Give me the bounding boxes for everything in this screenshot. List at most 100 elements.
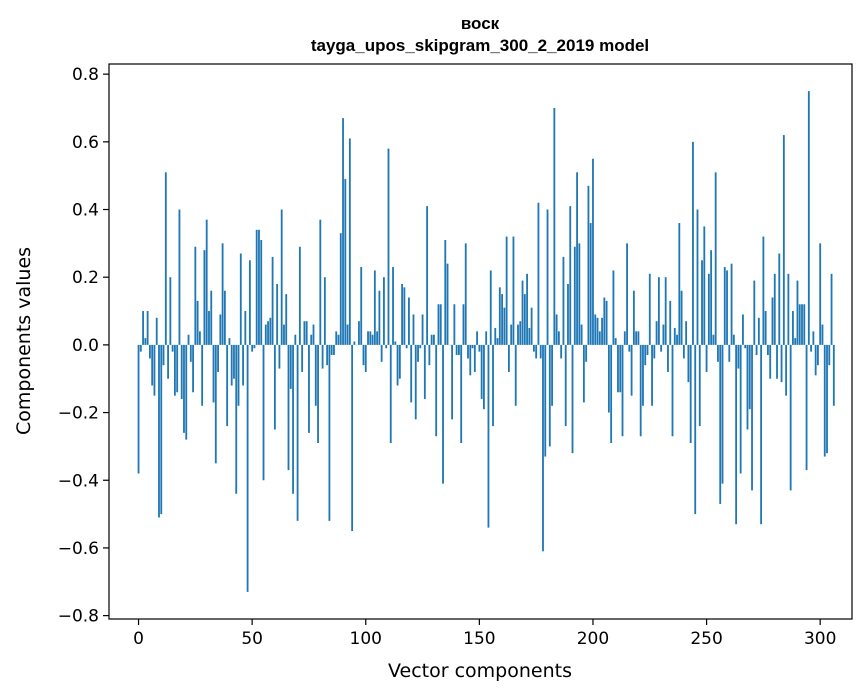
bar <box>171 344 174 352</box>
bar <box>785 344 788 396</box>
bar <box>173 344 176 396</box>
bar <box>526 273 528 345</box>
bar <box>421 314 424 345</box>
x-tick-label: 0 <box>133 629 144 649</box>
bar <box>510 324 513 345</box>
bar <box>810 344 813 352</box>
chart-title-model: tayga_upos_skipgram_300_2_2019 model <box>311 36 649 55</box>
bar <box>467 344 469 359</box>
bar <box>328 344 331 521</box>
bar <box>826 344 828 454</box>
bar <box>280 209 283 345</box>
bar <box>505 236 508 345</box>
bar <box>362 344 365 366</box>
bar <box>592 158 594 345</box>
bar <box>507 344 510 372</box>
bar <box>317 344 319 444</box>
bar <box>187 334 190 345</box>
chart-title-word: воск <box>461 14 500 33</box>
bar <box>757 317 760 345</box>
bar <box>160 344 163 515</box>
bar <box>646 344 649 356</box>
bar <box>644 344 647 366</box>
bar <box>498 287 501 345</box>
x-tick-label: 200 <box>577 629 609 649</box>
bar <box>673 327 676 345</box>
bar <box>632 290 635 345</box>
bar <box>701 260 703 345</box>
bar <box>778 253 781 345</box>
bar <box>155 317 158 345</box>
bar <box>555 314 558 345</box>
bar <box>405 344 408 349</box>
bar <box>576 172 578 345</box>
bar <box>348 138 351 345</box>
bar <box>244 311 247 345</box>
bar <box>614 338 617 345</box>
bar <box>189 344 192 362</box>
bar <box>630 344 633 396</box>
bar <box>378 290 381 345</box>
bar <box>703 226 706 345</box>
bar <box>612 270 615 345</box>
bar <box>794 338 797 345</box>
bar <box>714 172 717 345</box>
bar <box>478 344 481 352</box>
bar <box>292 344 294 494</box>
bar <box>787 273 790 345</box>
y-tick-label: −0.8 <box>58 607 99 627</box>
bar <box>523 294 526 345</box>
bar <box>685 321 688 345</box>
bar <box>251 344 254 352</box>
bar <box>319 219 322 345</box>
bar <box>339 233 342 345</box>
bar <box>617 344 619 393</box>
bar <box>201 344 204 406</box>
bar <box>342 118 344 345</box>
bar <box>528 327 531 345</box>
bar <box>496 338 499 345</box>
bar <box>587 185 590 345</box>
bar <box>739 344 742 474</box>
bar <box>589 223 592 345</box>
bar <box>294 334 297 345</box>
bar <box>437 304 440 345</box>
bar <box>519 321 522 345</box>
bar <box>389 344 392 444</box>
bar <box>598 331 601 345</box>
bar <box>603 297 606 345</box>
bar <box>762 236 765 345</box>
bar <box>330 344 333 356</box>
bar <box>746 344 749 430</box>
bar <box>698 344 701 427</box>
bar <box>814 344 817 376</box>
bar <box>430 334 433 345</box>
bar <box>530 307 533 345</box>
bar <box>396 344 399 386</box>
bar <box>287 344 290 471</box>
bar <box>262 344 265 481</box>
bar <box>621 344 624 437</box>
bar <box>158 344 160 518</box>
bar <box>242 344 244 386</box>
bar <box>560 344 563 359</box>
bar <box>737 344 740 369</box>
bar <box>360 267 363 345</box>
bar <box>796 280 799 345</box>
bar <box>689 344 692 444</box>
bar <box>273 344 276 430</box>
bar <box>480 344 483 400</box>
bar <box>403 287 406 345</box>
bar <box>792 311 794 345</box>
bar <box>428 344 431 366</box>
bar <box>351 344 354 532</box>
bar <box>455 344 458 356</box>
bar <box>610 344 613 444</box>
bar <box>748 344 751 410</box>
bar <box>258 229 260 345</box>
bar <box>167 344 169 379</box>
bar <box>601 317 603 345</box>
bar <box>312 324 315 345</box>
bar <box>419 344 422 349</box>
